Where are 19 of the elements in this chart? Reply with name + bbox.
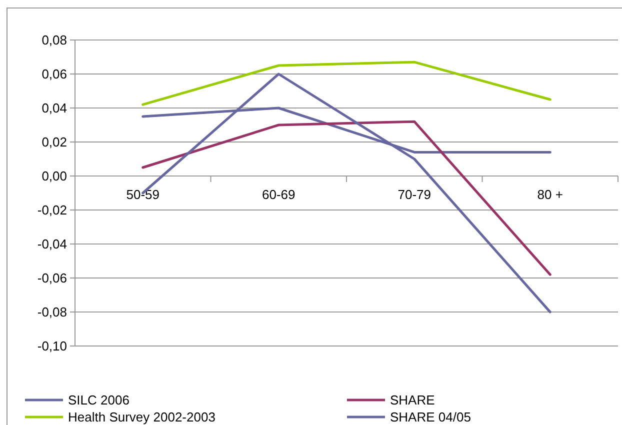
legend-label: SHARE 04/05: [390, 410, 471, 425]
y-tick-label: -0,08: [37, 304, 67, 320]
legend-label: SILC 2006: [68, 392, 130, 408]
legend-label: Health Survey 2002-2003: [68, 410, 216, 425]
y-tick-label: -0,02: [37, 202, 67, 218]
x-tick-label: 70-79: [398, 187, 431, 202]
x-tick-label: 60-69: [262, 187, 296, 202]
y-tick-label: 0,02: [42, 134, 67, 150]
line-series: [142, 60, 552, 106]
y-tick-label: -0,10: [37, 338, 67, 354]
y-tick-label: -0,06: [37, 270, 67, 286]
y-tick-label: 0,00: [42, 168, 67, 184]
y-tick-label: 0,08: [42, 32, 67, 48]
y-tick-label: 0,06: [42, 66, 67, 82]
x-tick-label: 50-59: [126, 187, 160, 202]
y-tick-label: 0,04: [42, 100, 67, 116]
x-tick-label: 80 +: [537, 187, 563, 202]
y-tick-label: -0,04: [37, 236, 67, 252]
legend-label: SHARE: [390, 392, 436, 408]
